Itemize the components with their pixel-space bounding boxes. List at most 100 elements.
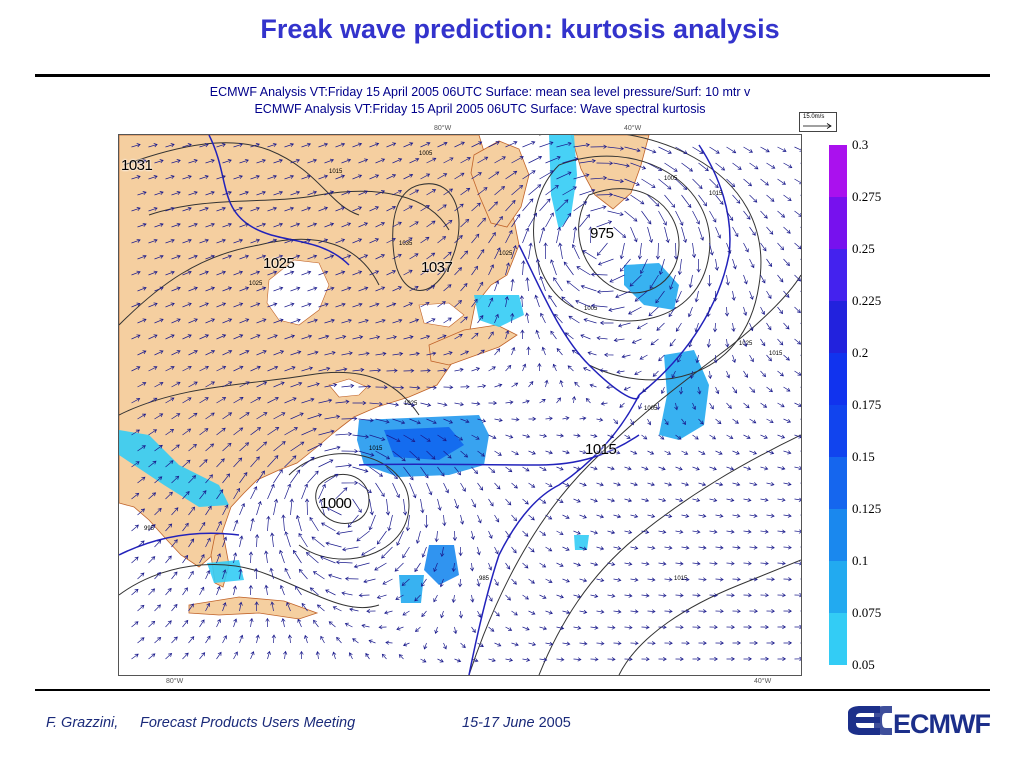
wind-arrow <box>800 450 801 452</box>
wind-arrow <box>318 206 329 212</box>
wind-arrow <box>698 513 707 518</box>
wind-arrow <box>494 247 501 260</box>
wind-arrow <box>760 370 767 378</box>
wind-arrow <box>619 258 631 272</box>
wind-arrow <box>568 315 580 324</box>
wind-arrow <box>537 362 542 372</box>
cuba-land <box>188 596 319 620</box>
wind-arrow <box>290 190 301 196</box>
wind-arrow <box>222 473 231 484</box>
wind-arrow <box>324 473 339 484</box>
wind-arrow <box>596 161 614 166</box>
wind-arrow <box>409 418 421 425</box>
wind-arrow <box>320 635 325 644</box>
wind-arrow <box>273 286 284 292</box>
footer-divider <box>35 689 990 691</box>
wind-arrow <box>639 354 648 360</box>
wind-arrow <box>205 602 211 612</box>
wind-arrow <box>403 335 414 340</box>
wind-arrow <box>420 301 430 308</box>
wind-arrow <box>273 381 285 388</box>
footer-dates: 15-17 June 2005 <box>462 715 571 731</box>
wind-arrow <box>222 318 233 324</box>
wind-arrow <box>205 190 215 196</box>
wind-arrow <box>137 318 147 324</box>
wind-arrow <box>562 482 570 487</box>
wind-arrow <box>233 238 244 244</box>
wind-arrow <box>454 658 462 663</box>
north-america-land <box>119 135 520 568</box>
wind-arrow <box>454 434 464 441</box>
reference-arrow-icon <box>803 123 832 129</box>
wind-arrow <box>309 516 319 532</box>
wind-arrow <box>505 594 511 601</box>
wind-arrow <box>171 350 181 356</box>
wind-arrow <box>649 274 659 290</box>
wind-arrow <box>222 602 227 612</box>
wind-arrow <box>573 625 582 630</box>
wind-arrow <box>488 658 496 663</box>
wind-arrow <box>766 386 773 393</box>
wind-arrow <box>222 222 232 228</box>
wind-arrow <box>335 206 346 212</box>
wind-arrow <box>675 210 684 226</box>
wind-arrow <box>256 318 267 324</box>
wind-arrow <box>356 530 370 542</box>
wind-arrow <box>708 370 713 380</box>
wind-arrow <box>271 634 276 644</box>
wind-arrow <box>171 222 181 228</box>
wind-arrow <box>743 338 748 348</box>
wind-arrow <box>749 418 757 424</box>
wind-arrow <box>318 483 326 500</box>
wind-arrow <box>783 609 792 614</box>
wind-arrow <box>415 530 421 544</box>
wind-arrow <box>335 463 353 468</box>
wind-arrow <box>318 238 329 244</box>
wind-arrow <box>528 450 536 455</box>
wind-arrow <box>165 366 175 372</box>
wind-arrow <box>171 571 178 580</box>
greenland-land <box>570 135 650 210</box>
wind-arrow <box>539 657 548 662</box>
wind-arrow <box>607 625 616 630</box>
wind-arrow <box>743 402 750 409</box>
wind-arrow <box>573 530 581 535</box>
wind-arrow <box>358 318 369 324</box>
wind-arrow <box>726 178 736 188</box>
wind-arrow <box>250 206 260 212</box>
wind-arrow <box>760 338 766 347</box>
wind-arrow <box>794 593 801 598</box>
wind-arrow <box>301 456 315 468</box>
wind-arrow <box>647 226 654 244</box>
wind-arrow <box>471 141 483 148</box>
wind-arrow <box>273 441 286 452</box>
wind-arrow <box>619 242 625 260</box>
wind-arrow <box>299 650 304 659</box>
wind-arrow <box>715 640 724 646</box>
wind-arrow <box>199 270 209 276</box>
wind-arrow <box>675 178 688 190</box>
wind-arrow <box>420 205 430 212</box>
wind-arrow <box>205 505 212 516</box>
wind-arrow <box>476 546 481 556</box>
wind-arrow <box>709 497 718 503</box>
wind-arrow <box>437 658 444 663</box>
wind-arrow <box>131 302 141 308</box>
wind-arrow <box>664 226 670 244</box>
wind-arrow <box>405 514 410 532</box>
map-header: ECMWF Analysis VT:Friday 15 April 2005 0… <box>40 84 920 118</box>
wind-arrow <box>607 434 615 439</box>
wind-arrow <box>222 381 233 388</box>
wind-arrow <box>171 286 181 292</box>
wind-arrow <box>545 641 554 646</box>
wind-arrow <box>137 572 145 580</box>
wind-arrow <box>188 538 195 548</box>
wind-arrow <box>137 350 147 356</box>
wind-arrow <box>137 222 147 228</box>
wind-arrow <box>743 593 752 598</box>
wind-arrow <box>375 286 386 292</box>
wind-arrow <box>420 434 431 442</box>
wind-arrow <box>494 280 500 292</box>
wind-arrow <box>725 338 730 348</box>
wind-arrow <box>715 513 724 518</box>
